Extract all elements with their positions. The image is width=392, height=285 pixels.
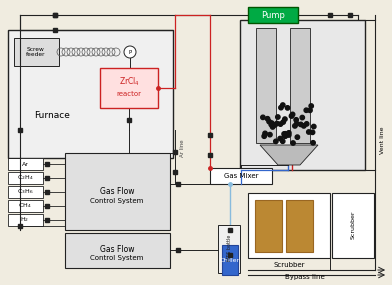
Bar	[286, 200, 313, 252]
Circle shape	[307, 130, 311, 134]
Circle shape	[283, 117, 287, 121]
Circle shape	[267, 119, 271, 124]
Circle shape	[304, 108, 309, 113]
Circle shape	[300, 115, 305, 120]
Circle shape	[305, 122, 309, 126]
Text: Control System: Control System	[90, 255, 144, 261]
Bar	[222, 245, 238, 275]
Bar	[8, 186, 43, 198]
Text: Control System: Control System	[90, 198, 144, 204]
Circle shape	[295, 135, 299, 139]
Circle shape	[124, 46, 136, 58]
Text: H$_2$: H$_2$	[20, 215, 29, 225]
Circle shape	[301, 124, 306, 128]
Circle shape	[281, 139, 285, 143]
Bar	[210, 168, 272, 184]
Circle shape	[294, 118, 298, 122]
Text: Bypass line: Bypass line	[285, 274, 325, 280]
Text: Ar line: Ar line	[180, 139, 185, 157]
Text: MTS bottle: MTS bottle	[227, 235, 232, 261]
Text: Gas Flow: Gas Flow	[100, 245, 134, 255]
Circle shape	[265, 117, 270, 121]
Circle shape	[268, 133, 272, 137]
Circle shape	[276, 115, 280, 119]
Bar	[100, 68, 158, 108]
Circle shape	[289, 114, 294, 118]
Circle shape	[311, 141, 315, 145]
Circle shape	[293, 124, 297, 128]
Circle shape	[312, 124, 316, 129]
Circle shape	[270, 121, 274, 125]
Bar	[8, 200, 43, 212]
Text: Gas Flow: Gas Flow	[100, 186, 134, 196]
Circle shape	[285, 106, 290, 110]
Circle shape	[287, 133, 291, 137]
Text: Ar: Ar	[22, 162, 29, 166]
Text: Chiller: Chiller	[220, 258, 240, 262]
Text: Screw
feeder: Screw feeder	[26, 47, 46, 57]
Circle shape	[283, 132, 287, 136]
Circle shape	[270, 125, 275, 129]
Bar	[8, 172, 43, 184]
Circle shape	[274, 139, 278, 144]
Text: reactor: reactor	[116, 91, 142, 97]
Circle shape	[308, 108, 312, 113]
Bar	[8, 158, 43, 170]
Bar	[8, 30, 173, 158]
Bar	[248, 193, 330, 258]
Circle shape	[262, 134, 267, 139]
Circle shape	[278, 122, 283, 126]
Circle shape	[272, 123, 277, 127]
Circle shape	[295, 121, 299, 126]
Circle shape	[281, 120, 285, 124]
Bar	[65, 153, 170, 230]
Circle shape	[281, 103, 285, 107]
Circle shape	[287, 131, 291, 135]
Circle shape	[309, 104, 314, 108]
Text: P: P	[128, 50, 132, 54]
Text: Scrubber: Scrubber	[350, 211, 356, 239]
Circle shape	[299, 122, 303, 127]
Text: ZrCl$_4$: ZrCl$_4$	[118, 76, 140, 88]
Circle shape	[279, 105, 283, 110]
Bar	[332, 193, 374, 258]
Circle shape	[261, 115, 265, 119]
Polygon shape	[260, 145, 318, 165]
Bar	[255, 200, 282, 252]
Bar	[248, 7, 298, 23]
Text: C$_3$H$_6$: C$_3$H$_6$	[17, 188, 33, 196]
Bar	[240, 20, 365, 170]
Circle shape	[283, 134, 288, 138]
Bar	[290, 28, 310, 143]
Circle shape	[310, 130, 315, 135]
Bar	[8, 214, 43, 226]
Text: Scrubber: Scrubber	[273, 262, 305, 268]
Bar	[65, 233, 170, 268]
Circle shape	[283, 134, 287, 138]
Circle shape	[290, 112, 295, 117]
Circle shape	[291, 141, 295, 145]
Circle shape	[263, 131, 267, 136]
Text: C$_2$H$_4$: C$_2$H$_4$	[17, 174, 33, 182]
Text: Gas Mixer: Gas Mixer	[224, 173, 258, 179]
Circle shape	[282, 132, 286, 136]
Bar	[256, 28, 276, 143]
Text: Furnace: Furnace	[34, 111, 70, 119]
Bar	[218, 225, 240, 273]
Text: Vent line: Vent line	[381, 126, 385, 154]
Text: CH$_4$: CH$_4$	[18, 201, 32, 210]
Bar	[14, 38, 59, 66]
Text: Pump: Pump	[261, 11, 285, 19]
Circle shape	[275, 121, 279, 126]
Circle shape	[269, 123, 274, 127]
Circle shape	[278, 136, 282, 141]
